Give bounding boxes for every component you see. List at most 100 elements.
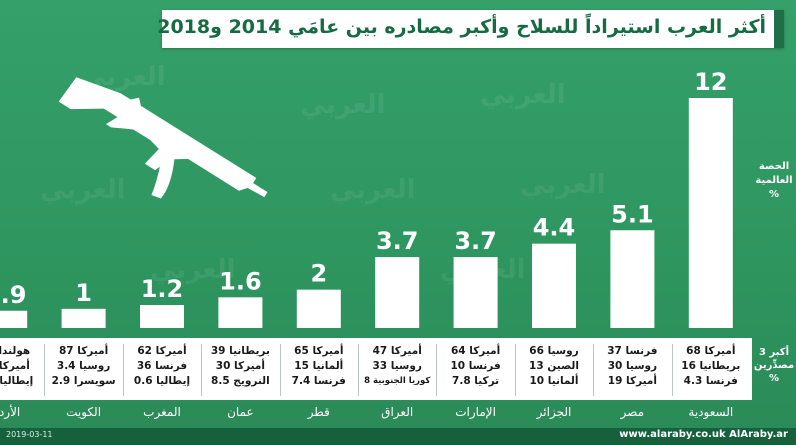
watermark: العربي (480, 80, 566, 110)
bar-value-label: 0.9 (0, 281, 26, 309)
watermark: العربي (40, 175, 126, 205)
top-sources-band (0, 338, 752, 400)
column-separator (514, 344, 516, 396)
bar (218, 297, 263, 328)
top-sources-label: أكبر 3 مصدِّرين % (752, 346, 796, 385)
source-entry: فرنسا 7.4 (291, 375, 346, 387)
source-entry: أميركا 68 (686, 345, 736, 357)
watermark: العربي (520, 170, 606, 200)
y-axis-label: الحصة العالمية % (752, 160, 796, 202)
country-label: مصر (620, 405, 645, 419)
y-axis-label-line1: الحصة (758, 161, 790, 172)
site-links[interactable]: www.alaraby.co.uk AlAraby.ar (619, 429, 788, 440)
bar-value-label: 1.2 (141, 275, 184, 303)
column-separator (201, 344, 203, 396)
country-label: الإمارات (455, 405, 496, 419)
top-sources-cell: هولندا 37 أميركا 30 إيطاليا 5.8 (0, 344, 42, 389)
watermark: العربي (150, 255, 236, 285)
source-entry: إيطاليا 5.8 (0, 375, 34, 387)
bar-value-label: 1.6 (219, 267, 262, 295)
top-sources-cell: أميركا 64 فرنسا 10 تركيا 7.8 (439, 344, 513, 389)
column-separator (436, 344, 438, 396)
source-entry: روسيا 30 (607, 360, 658, 372)
source-entry: ألمانيا 10 (529, 375, 579, 387)
source-entry: روسيا 66 (529, 345, 579, 357)
source-entry: سويسرا 2.9 (51, 375, 116, 387)
country-label: السعودية (688, 405, 734, 419)
bar-value-label: 4.4 (533, 214, 576, 242)
bars-layer: 12 5.1 4.4 3.7 3.7 2 1.6 1.2 1 0.9 (0, 68, 733, 328)
rifle-icon (58, 77, 268, 199)
source-entry: أميركا 47 (372, 345, 422, 357)
source-entry: أميركا 19 (607, 375, 658, 387)
bar (453, 257, 498, 328)
bar (688, 98, 733, 328)
bar-value-label: 1 (75, 279, 92, 307)
y-axis-label-line2: العالمية (755, 175, 793, 186)
bar-value-label: 3.7 (454, 227, 497, 255)
chart-title: أكثر العرب استيراداً للسلاح وأكبر مصادره… (157, 16, 766, 38)
country-label: الأردن (0, 405, 21, 419)
title-bar: أكثر العرب استيراداً للسلاح وأكبر مصادره… (157, 10, 784, 48)
source-entry: بريطانيا 39 (210, 345, 270, 357)
footer: 2019-03-11 www.alaraby.co.uk AlAraby.ar (0, 428, 796, 445)
top-sources-cell: بريطانيا 39 أميركا 30 النرويج 8.5 (203, 344, 277, 389)
bar (296, 289, 341, 328)
top-sources-cell: فرنسا 37 روسيا 30 أميركا 19 (595, 344, 669, 389)
bar-value-label: 12 (694, 68, 727, 96)
top-sources-label-line1: أكبر 3 (759, 347, 789, 358)
source-entry: فرنسا 37 (607, 345, 658, 357)
source-entry: أميركا 87 (58, 345, 109, 357)
publish-date: 2019-03-11 (6, 430, 53, 439)
source-entry: روسيا 3.4 (56, 360, 111, 372)
bar-value-label: 2 (310, 260, 327, 288)
source-entry: فرنسا 10 (450, 360, 501, 372)
top-sources-cell: أميركا 87 روسيا 3.4 سويسرا 2.9 (47, 344, 121, 389)
source-entry: فرنسا 4.3 (683, 375, 738, 387)
source-entry: إيطاليا 0.6 (133, 375, 191, 387)
watermark: العربي (330, 175, 416, 205)
top-sources-cell: روسيا 66 الصين 13 ألمانيا 10 (517, 344, 591, 389)
source-entry: النرويج 8.5 (211, 375, 270, 387)
bar (610, 230, 655, 328)
title-accent (774, 10, 784, 48)
source-entry: أميركا 30 (0, 360, 30, 372)
source-entry: الصين 13 (529, 360, 579, 372)
source-entry: أميركا 62 (137, 345, 187, 357)
source-entry: أميركا 64 (450, 345, 501, 357)
top-sources-cell: أميركا 62 فرنسا 36 إيطاليا 0.6 (125, 344, 199, 389)
column-separator (671, 344, 673, 396)
top-sources-cell: أميركا 68 بريطانيا 16 فرنسا 4.3 (674, 344, 748, 389)
top-sources-label-unit: % (768, 373, 780, 384)
bar-value-label: 3.7 (376, 227, 419, 255)
country-label: العراق (381, 405, 414, 419)
column-separator (279, 344, 281, 396)
top-sources-cell: أميركا 47 روسيا 33 كوريا الجنوبية 8 (360, 344, 434, 389)
column-separator (593, 344, 595, 396)
bar (532, 243, 576, 328)
source-entry: أميركا 65 (294, 345, 344, 357)
source-entry: أميركا 30 (215, 360, 266, 372)
column-separator (44, 344, 46, 396)
column-separator (358, 344, 359, 396)
country-label: قطر (307, 405, 330, 419)
bar (375, 257, 420, 328)
source-entry: فرنسا 36 (136, 360, 188, 372)
source-entry: ألمانيا 15 (294, 360, 344, 372)
source-entry: بريطانيا 16 (681, 360, 741, 372)
watermark: العربي (300, 90, 386, 120)
top-sources-cell: أميركا 65 ألمانيا 15 فرنسا 7.4 (282, 344, 356, 389)
country-label: عمان (227, 405, 254, 419)
source-entry: تركيا 7.8 (452, 375, 500, 387)
column-separator (122, 344, 124, 396)
bar (140, 305, 184, 328)
bar (61, 308, 106, 328)
source-entry: كوريا الجنوبية 8 (364, 376, 431, 386)
top-sources-label-line2: مصدِّرين (753, 360, 795, 371)
country-label: الجزائر (536, 405, 572, 419)
country-label: المغرب (143, 405, 181, 419)
bar-value-label: 5.1 (611, 200, 654, 228)
country-label: الكويت (66, 405, 102, 419)
